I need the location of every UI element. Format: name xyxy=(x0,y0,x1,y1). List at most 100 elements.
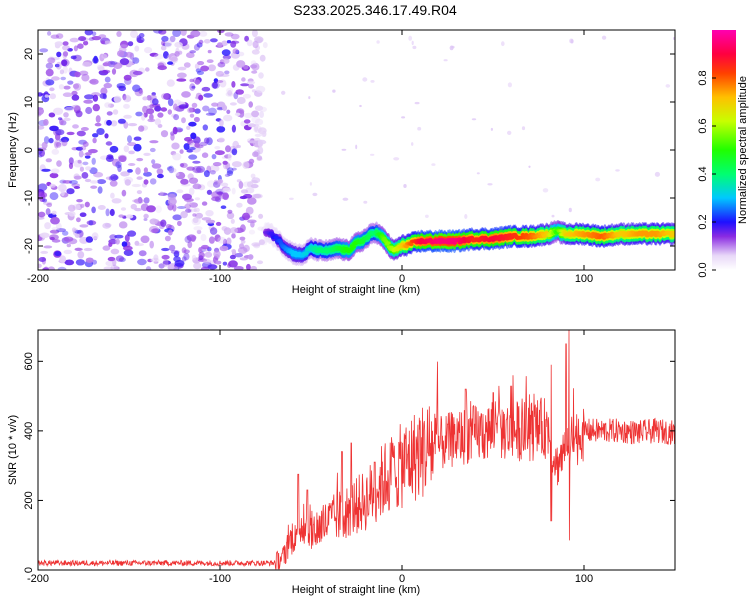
colorbar-gradient xyxy=(712,30,736,270)
noise-speckle xyxy=(262,42,268,49)
noise-speckle xyxy=(90,185,98,189)
noise-speckle xyxy=(187,241,193,249)
noise-speckle xyxy=(135,243,144,247)
noise-speckle xyxy=(45,208,51,216)
noise-speckle xyxy=(227,153,232,161)
noise-speckle xyxy=(206,189,212,195)
noise-speckle xyxy=(89,78,99,85)
noise-speckle xyxy=(178,104,189,109)
noise-speckle xyxy=(166,53,177,62)
noise-speckle xyxy=(171,142,180,150)
noise-speckle xyxy=(128,56,138,63)
noise-speckle xyxy=(43,136,50,144)
noise-speckle xyxy=(156,168,164,175)
x-tick-label: 100 xyxy=(575,573,593,585)
y-tick-label: -10 xyxy=(23,190,35,206)
noise-speckle xyxy=(359,104,362,108)
noise-speckle xyxy=(226,237,232,245)
noise-speckle xyxy=(144,46,153,54)
noise-speckle xyxy=(177,128,183,133)
noise-speckle xyxy=(214,146,221,150)
noise-speckle xyxy=(167,109,172,115)
noise-speckle xyxy=(238,51,245,57)
noise-speckle xyxy=(252,151,259,158)
ridge-cell xyxy=(523,233,529,237)
noise-speckle xyxy=(67,204,76,212)
noise-speckle xyxy=(308,96,311,100)
noise-speckle xyxy=(61,59,68,66)
noise-speckle xyxy=(154,118,161,126)
noise-speckle xyxy=(212,81,218,89)
noise-speckle xyxy=(167,197,177,206)
noise-speckle xyxy=(161,35,169,42)
noise-speckle xyxy=(80,203,85,208)
noise-speckle xyxy=(81,73,90,82)
noise-speckle xyxy=(158,30,167,35)
noise-speckle xyxy=(601,35,607,40)
noise-speckle xyxy=(132,84,141,92)
noise-speckle xyxy=(38,216,45,220)
noise-speckle xyxy=(67,80,74,85)
noise-speckle xyxy=(49,229,60,234)
noise-speckle xyxy=(117,164,122,173)
noise-speckle xyxy=(100,40,106,45)
noise-speckle xyxy=(48,137,54,144)
noise-speckle xyxy=(58,84,65,90)
noise-speckle xyxy=(45,62,54,69)
noise-speckle xyxy=(192,217,199,224)
noise-speckle xyxy=(205,210,214,217)
noise-speckle xyxy=(76,199,83,203)
noise-speckle xyxy=(221,40,228,47)
noise-speckle xyxy=(341,148,347,151)
noise-speckle xyxy=(243,244,250,252)
noise-speckle xyxy=(246,263,251,270)
noise-speckle xyxy=(120,207,127,211)
noise-speckle xyxy=(177,220,182,227)
noise-speckle xyxy=(50,216,60,225)
ridge-cell xyxy=(274,235,279,240)
noise-speckle xyxy=(665,84,671,88)
noise-speckle xyxy=(49,87,55,92)
x-tick-label: -200 xyxy=(27,273,49,285)
noise-speckle xyxy=(39,48,49,53)
noise-speckle xyxy=(79,70,89,76)
noise-speckle xyxy=(177,66,187,71)
noise-speckle xyxy=(63,85,71,90)
noise-speckle xyxy=(127,41,134,47)
noise-speckle xyxy=(161,40,166,46)
noise-speckle xyxy=(157,65,167,71)
noise-speckle xyxy=(60,188,65,197)
noise-speckle xyxy=(225,145,231,153)
noise-speckle xyxy=(115,238,120,245)
noise-speckle xyxy=(180,211,188,219)
noise-speckle xyxy=(136,176,143,180)
noise-speckle xyxy=(112,109,119,115)
noise-speckle xyxy=(49,93,56,100)
spectrogram-y-ticks: 20 10 0 -10 -20 xyxy=(23,48,675,254)
noise-speckle xyxy=(38,143,42,147)
y-tick-label: 0 xyxy=(23,567,35,573)
noise-speckle xyxy=(74,71,81,78)
noise-speckle xyxy=(219,73,230,77)
noise-speckle xyxy=(137,258,147,266)
noise-speckle xyxy=(203,39,211,44)
noise-speckle xyxy=(128,150,135,155)
noise-speckle xyxy=(471,118,477,121)
noise-speckle xyxy=(105,260,114,267)
noise-speckle xyxy=(74,247,82,251)
noise-speckle xyxy=(127,123,138,127)
noise-speckle xyxy=(46,202,53,208)
noise-speckle xyxy=(151,159,156,165)
noise-speckle xyxy=(255,85,266,93)
noise-speckle xyxy=(164,235,171,242)
noise-speckle xyxy=(207,180,216,188)
snr-x-ticks: -200 -100 0 100 xyxy=(27,330,593,585)
noise-speckle xyxy=(74,230,82,234)
ridge-cell xyxy=(672,232,675,236)
noise-speckle xyxy=(119,58,130,66)
noise-speckle xyxy=(40,250,49,254)
noise-speckle xyxy=(101,69,111,74)
noise-speckle xyxy=(63,249,73,255)
noise-speckle xyxy=(252,193,262,199)
noise-speckle xyxy=(476,172,480,175)
